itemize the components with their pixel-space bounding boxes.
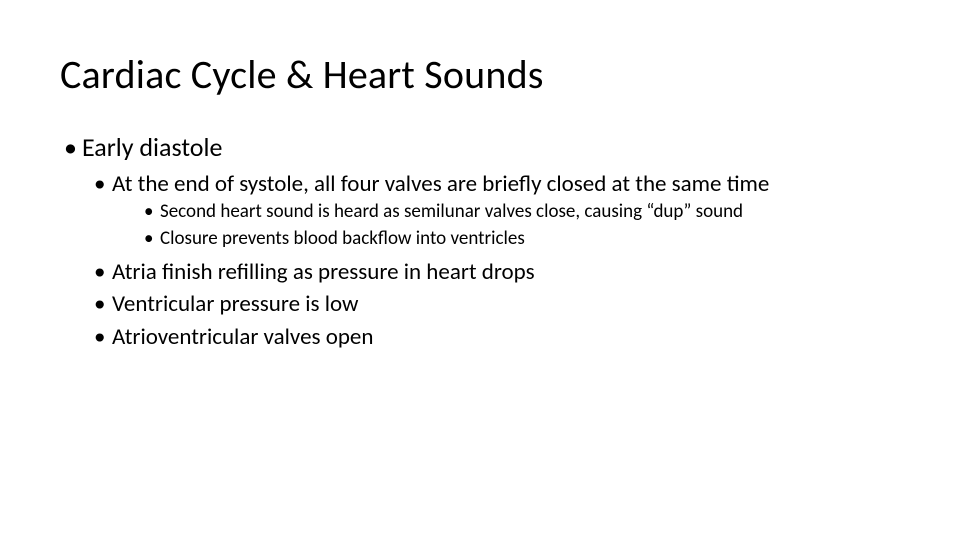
slide: Cardiac Cycle & Heart Sounds Early diast…: [0, 0, 960, 540]
list-item: Closure prevents blood backflow into ven…: [138, 227, 900, 252]
slide-title: Cardiac Cycle & Heart Sounds: [60, 50, 900, 99]
list-item: Early diastole: [60, 131, 900, 164]
bullet-list: Early diastole At the end of systole, al…: [60, 131, 900, 352]
list-item: Ventricular pressure is low: [88, 290, 900, 319]
list-item: Second heart sound is heard as semilunar…: [138, 200, 900, 225]
list-item: At the end of systole, all four valves a…: [88, 170, 900, 199]
list-item: Atrioventricular valves open: [88, 323, 900, 352]
list-item: Atria finish refilling as pressure in he…: [88, 258, 900, 287]
